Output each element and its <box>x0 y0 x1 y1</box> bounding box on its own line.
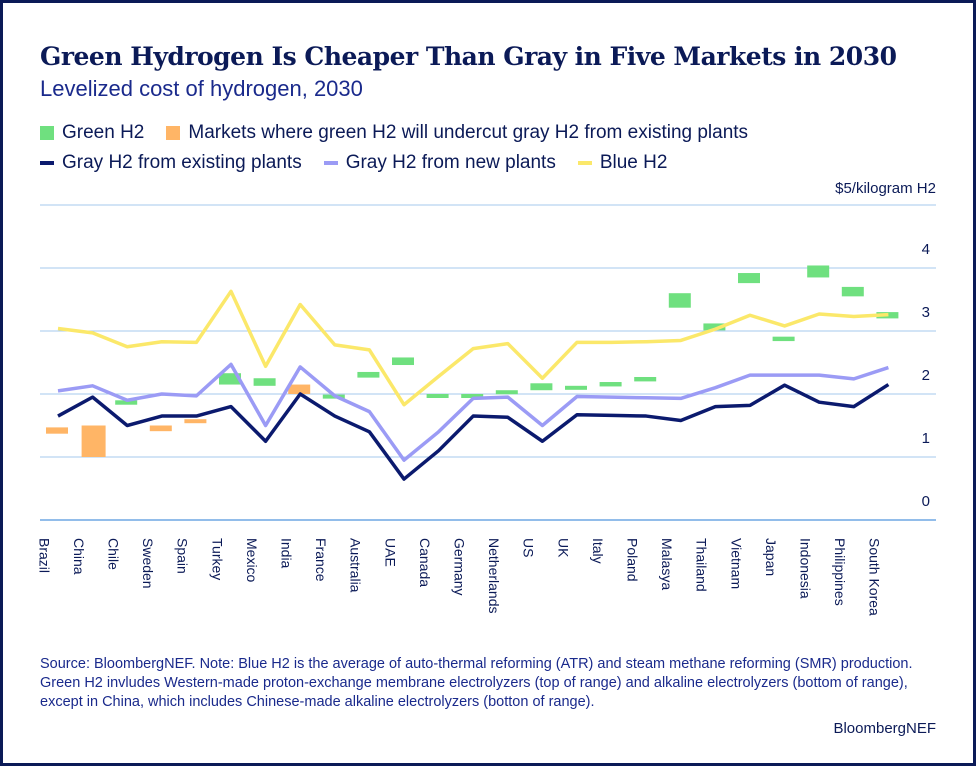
series-line-blue <box>57 289 889 407</box>
x-tick-label: Spain <box>175 538 191 574</box>
x-tick-label: Vietnam <box>728 538 744 589</box>
brand-label: BloombergNEF <box>833 720 936 737</box>
green-range-bar <box>530 383 553 391</box>
legend-label-blue: Blue H2 <box>599 152 668 173</box>
green-range-bar <box>357 371 380 378</box>
x-tick-label: US <box>521 538 537 557</box>
green-range-bar <box>426 394 449 398</box>
chart-subtitle: Levelized cost of hydrogen, 2030 <box>40 76 363 101</box>
x-tick-label: UAE <box>382 538 398 567</box>
y-tick-label: 4 <box>922 241 930 258</box>
x-tick-label: UK <box>555 538 571 558</box>
legend-item-orange: Markets where green H2 will undercut gra… <box>166 122 748 144</box>
legend-swatch-blue <box>577 161 592 165</box>
legend-row: Gray H2 from existing plants Gray H2 fro… <box>40 148 770 178</box>
legend-label-green: Green H2 <box>62 122 145 143</box>
legend: Green H2 Markets where green H2 will und… <box>40 118 770 178</box>
x-tick-label: Turkey <box>209 538 225 580</box>
x-tick-label: Poland <box>624 538 640 582</box>
green-range-bar <box>565 385 587 390</box>
green-range-bar <box>738 273 760 284</box>
legend-row: Green H2 Markets where green H2 will und… <box>40 118 770 148</box>
green-range-bar <box>495 390 518 395</box>
x-tick-label: Germany <box>451 538 467 596</box>
orange-range-bar <box>288 384 311 394</box>
x-tick-label: Australia <box>348 538 364 593</box>
x-tick-label: Netherlands <box>486 538 502 614</box>
green-range-bar <box>668 293 691 308</box>
x-tick-label: China <box>71 538 87 575</box>
orange-range-bar <box>81 425 106 457</box>
orange-range-bar <box>149 425 172 432</box>
y-tick-label: 0 <box>922 493 930 510</box>
legend-item-blue: Blue H2 <box>577 152 668 174</box>
x-tick-label: Indonesia <box>797 538 813 599</box>
green-range-bar <box>772 336 795 342</box>
green-range-bar <box>807 265 830 278</box>
y-tick-label: 3 <box>922 304 930 321</box>
green-range-bar <box>253 378 276 386</box>
y-tick-label: 2 <box>922 367 930 384</box>
x-tick-label: Thailand <box>694 538 710 592</box>
legend-swatch-green <box>40 126 54 140</box>
x-tick-label: France <box>313 538 329 582</box>
legend-label-gray-new: Gray H2 from new plants <box>345 152 556 173</box>
green-range-bar <box>219 373 241 385</box>
x-tick-label: South Korea <box>867 538 883 616</box>
y-tick-label: 1 <box>922 430 930 447</box>
x-tick-label: Philippines <box>832 538 848 606</box>
legend-item-green: Green H2 <box>40 122 144 144</box>
x-tick-label: Mexico <box>244 538 260 583</box>
legend-label-gray-existing: Gray H2 from existing plants <box>62 152 302 173</box>
x-tick-label: Canada <box>417 538 433 587</box>
source-note: Source: BloombergNEF. Note: Blue H2 is t… <box>40 656 913 710</box>
x-tick-label: Italy <box>590 538 606 564</box>
y-axis-label: $5/kilogram H2 <box>835 180 936 197</box>
x-tick-label: Sweden <box>140 538 156 589</box>
orange-range-bar <box>46 427 68 434</box>
green-range-bar <box>841 286 864 297</box>
green-range-bar <box>115 400 138 405</box>
legend-swatch-orange <box>166 126 181 140</box>
legend-item-gray-new: Gray H2 from new plants <box>323 152 556 174</box>
legend-label-orange: Markets where green H2 will undercut gra… <box>188 122 749 143</box>
x-tick-label: Japan <box>763 538 779 576</box>
chart-title: Green Hydrogen Is Cheaper Than Gray in F… <box>40 42 897 71</box>
x-tick-label: India <box>278 538 294 569</box>
green-range-bar <box>599 382 622 387</box>
green-range-bar <box>392 357 414 366</box>
legend-item-gray-existing: Gray H2 from existing plants <box>40 152 302 174</box>
legend-swatch-gray-new <box>323 161 338 165</box>
legend-swatch-gray-existing <box>40 161 54 165</box>
x-tick-label: Chile <box>105 538 121 570</box>
series-line-gray-new <box>57 362 889 462</box>
orange-range-bar <box>184 419 207 424</box>
green-range-bar <box>703 323 726 331</box>
green-range-bar <box>634 376 657 382</box>
x-tick-label: Brazil <box>36 538 52 573</box>
green-range-bar <box>461 394 484 398</box>
x-tick-label: Malasya <box>659 538 675 590</box>
